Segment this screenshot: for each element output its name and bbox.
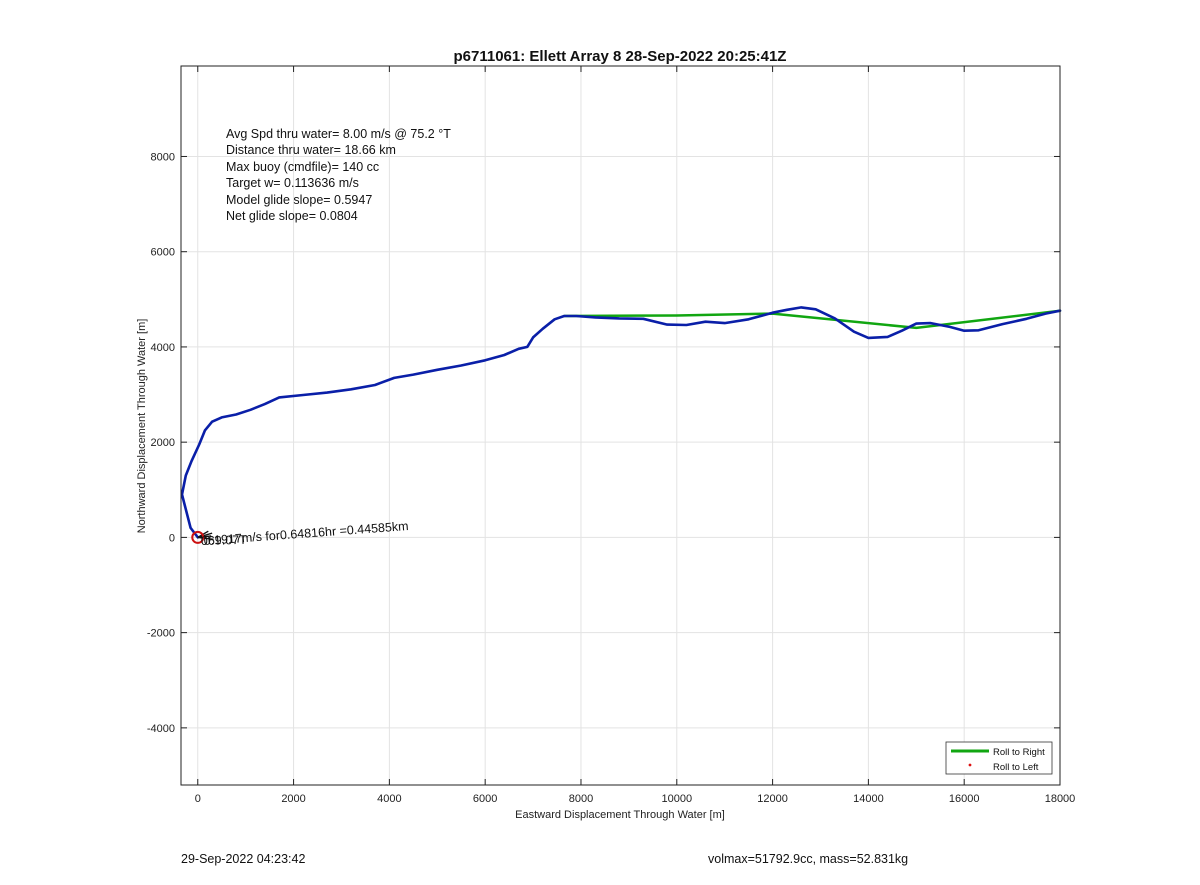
plot-frame — [180, 65, 1061, 786]
x-tick-label: 10000 — [661, 793, 692, 805]
x-tick-label: 14000 — [853, 793, 884, 805]
stats-annotations: Avg Spd thru water= 8.00 m/s @ 75.2 °T D… — [226, 127, 451, 223]
annotation-max-buoy: Max buoy (cmdfile)= 140 cc — [226, 160, 379, 174]
y-tick-label: -4000 — [147, 723, 175, 735]
overlapping-heading-label: 069.07T — [201, 533, 248, 548]
track-series-line — [180, 306, 1062, 539]
x-tick-label: 2000 — [281, 793, 305, 805]
footer-volmax-mass: volmax=51792.9cc, mass=52.831kg — [708, 852, 909, 866]
annotation-avg-speed: Avg Spd thru water= 8.00 m/s @ 75.2 °T — [226, 127, 451, 141]
y-tick-label: -2000 — [147, 628, 175, 640]
legend-roll-left-swatch — [968, 763, 972, 767]
y-tick-label: 8000 — [151, 151, 175, 163]
series-layer — [180, 306, 1062, 544]
annotation-distance: Distance thru water= 18.66 km — [226, 143, 396, 157]
x-tick-label: 16000 — [949, 793, 980, 805]
legend-box — [945, 741, 1053, 775]
chart-title: p6711061: Ellett Array 8 28-Sep-2022 20:… — [454, 48, 787, 65]
start-position-marker — [191, 530, 205, 544]
y-axis-label: Northward Displacement Through Water [m] — [136, 319, 148, 534]
annotation-model-glide: Model glide slope= 0.5947 — [226, 193, 372, 207]
x-tick-label: 18000 — [1045, 793, 1076, 805]
annotation-net-glide: Net glide slope= 0.0804 — [226, 209, 358, 223]
x-tick-label: 8000 — [569, 793, 593, 805]
legend-roll-left-label: Roll to Left — [993, 762, 1039, 773]
legend-roll-right-label: Roll to Right — [993, 747, 1045, 758]
annotation-target-w: Target w= 0.113636 m/s — [226, 176, 359, 190]
x-tick-label: 0 — [195, 793, 201, 805]
legend: Roll to Right Roll to Left — [945, 741, 1053, 775]
x-tick-label: 6000 — [473, 793, 497, 805]
x-tick-label: 12000 — [757, 793, 788, 805]
heading-vector-line — [197, 536, 214, 540]
axis-ticks: 0 2000 4000 6000 8000 10000 12000 14000 16000 180… — [147, 66, 1075, 805]
x-tick-label: 4000 — [377, 793, 401, 805]
footer-timestamp: 29-Sep-2022 04:23:42 — [181, 852, 306, 866]
x-axis-label: Eastward Displacement Through Water [m] — [515, 809, 725, 821]
y-tick-label: 0 — [169, 532, 175, 544]
y-tick-label: 6000 — [151, 247, 175, 259]
y-tick-label: 2000 — [151, 437, 175, 449]
y-tick-label: 4000 — [151, 342, 175, 354]
